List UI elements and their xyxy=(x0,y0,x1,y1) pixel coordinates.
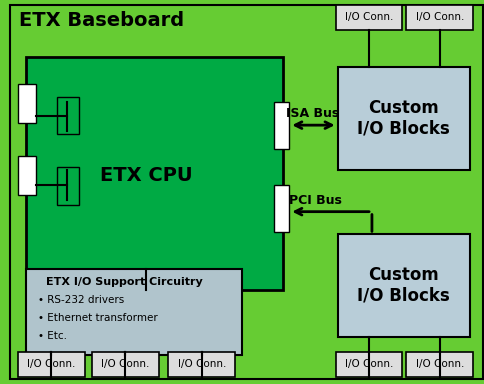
Bar xyxy=(337,67,469,170)
Bar xyxy=(91,352,158,377)
Bar xyxy=(406,352,472,377)
Bar xyxy=(26,57,283,290)
Text: I/O Conn.: I/O Conn. xyxy=(415,12,463,22)
Text: ISA Bus: ISA Bus xyxy=(286,107,339,120)
Text: • Etc.: • Etc. xyxy=(38,331,67,341)
Text: PCI Bus: PCI Bus xyxy=(289,194,342,207)
Bar xyxy=(57,97,79,134)
Text: ETX CPU: ETX CPU xyxy=(99,166,192,185)
Bar xyxy=(337,234,469,338)
Text: I/O Conn.: I/O Conn. xyxy=(415,359,463,369)
Text: • Ethernet transformer: • Ethernet transformer xyxy=(38,313,157,323)
Text: I/O Conn.: I/O Conn. xyxy=(344,359,393,369)
Text: I/O Conn.: I/O Conn. xyxy=(177,359,226,369)
Text: I/O Conn.: I/O Conn. xyxy=(101,359,149,369)
Bar xyxy=(26,269,242,355)
Text: Custom
I/O Blocks: Custom I/O Blocks xyxy=(356,266,449,305)
Text: I/O Conn.: I/O Conn. xyxy=(27,359,76,369)
Bar xyxy=(406,5,472,30)
Bar xyxy=(57,167,79,205)
Bar xyxy=(335,352,402,377)
Text: I/O Conn.: I/O Conn. xyxy=(344,12,393,22)
Bar xyxy=(18,156,36,195)
Text: Custom
I/O Blocks: Custom I/O Blocks xyxy=(356,99,449,138)
Bar xyxy=(168,352,235,377)
Bar xyxy=(273,101,289,149)
Bar xyxy=(335,5,402,30)
Text: ETX I/O Support Circuitry: ETX I/O Support Circuitry xyxy=(45,278,202,288)
Bar xyxy=(273,185,289,232)
Text: ETX Baseboard: ETX Baseboard xyxy=(19,12,184,30)
Bar xyxy=(18,84,36,123)
Text: • RS-232 drivers: • RS-232 drivers xyxy=(38,295,124,305)
Bar xyxy=(18,352,85,377)
